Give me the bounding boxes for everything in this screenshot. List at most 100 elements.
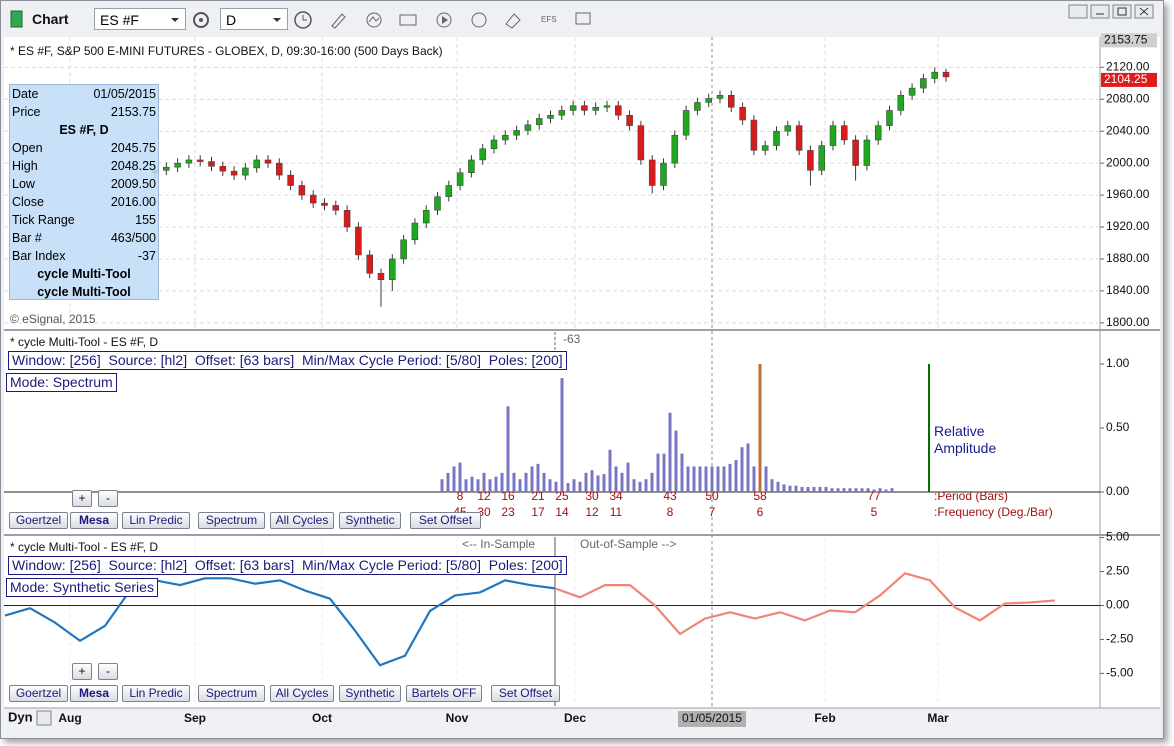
data-label: Bar # bbox=[12, 231, 42, 245]
toolbar-button[interactable]: Set Offset bbox=[410, 512, 481, 529]
data-label: Open bbox=[12, 141, 43, 155]
candle-body bbox=[931, 71, 938, 79]
settings-icon[interactable] bbox=[190, 9, 212, 31]
bar bbox=[770, 479, 774, 493]
bar bbox=[704, 466, 708, 493]
tag-icon[interactable] bbox=[505, 13, 521, 29]
candle-body bbox=[276, 162, 283, 176]
candle-body bbox=[479, 148, 486, 161]
toolbar-button[interactable]: Spectrum bbox=[198, 512, 265, 529]
bar bbox=[854, 488, 858, 493]
candle-body bbox=[309, 194, 317, 204]
bar bbox=[470, 476, 474, 493]
candle-body bbox=[660, 162, 667, 186]
bar bbox=[872, 489, 876, 493]
bar bbox=[512, 472, 516, 493]
candle-body bbox=[942, 71, 950, 78]
candle-body bbox=[750, 119, 758, 151]
bar bbox=[518, 479, 522, 493]
zoom-button[interactable]: + bbox=[72, 663, 92, 680]
toolbar-button[interactable]: All Cycles bbox=[270, 512, 334, 529]
data-label: Low bbox=[12, 177, 35, 191]
bar bbox=[524, 472, 528, 493]
window-title: Chart bbox=[32, 11, 69, 27]
toolbar-icons bbox=[294, 11, 591, 29]
toolbar-button[interactable]: Goertzel bbox=[9, 512, 68, 529]
candle-body bbox=[400, 239, 407, 260]
data-label: cycle Multi-Tool bbox=[37, 285, 131, 299]
toolbar-button[interactable]: Mesa bbox=[70, 685, 118, 702]
y-tick-label: 1.00 bbox=[1106, 356, 1130, 370]
candle-body bbox=[682, 110, 690, 136]
data-value: 155 bbox=[135, 213, 156, 227]
toolbar-button[interactable]: Lin Predic bbox=[122, 512, 190, 529]
y-tick-label: -2.50 bbox=[1106, 632, 1134, 646]
clock-icon[interactable] bbox=[294, 11, 312, 29]
toolbar-button[interactable]: Synthetic bbox=[339, 685, 401, 702]
candle-body bbox=[411, 222, 419, 241]
candle-body bbox=[298, 185, 306, 196]
price-marker bbox=[1101, 72, 1157, 87]
toolbar-button[interactable]: Set Offset bbox=[491, 685, 560, 702]
toolbar-button[interactable]: Spectrum bbox=[198, 685, 265, 702]
data-row: High 2048.25 bbox=[10, 157, 158, 175]
play-icon[interactable] bbox=[436, 12, 452, 28]
bar bbox=[638, 481, 642, 493]
candle-body bbox=[332, 205, 340, 211]
bar bbox=[578, 481, 582, 493]
bar bbox=[560, 378, 564, 493]
candle-body bbox=[558, 110, 566, 116]
toolbar-button[interactable]: Lin Predic bbox=[122, 685, 190, 702]
candle-body bbox=[502, 134, 509, 141]
candle-body bbox=[434, 196, 441, 211]
study-icon[interactable] bbox=[366, 12, 382, 28]
y-tick-label: -5.00 bbox=[1106, 666, 1134, 680]
bar bbox=[464, 479, 468, 493]
draw-icon[interactable] bbox=[331, 13, 346, 29]
x-tick-label: Dec bbox=[564, 711, 586, 725]
lock-icon[interactable] bbox=[36, 710, 52, 726]
zoom-button[interactable]: + bbox=[72, 490, 92, 507]
data-value: -37 bbox=[137, 249, 156, 263]
data-label: Bar Index bbox=[12, 249, 66, 263]
frequency-label: 8 bbox=[667, 505, 674, 519]
zoom-button[interactable]: - bbox=[98, 490, 118, 507]
alert-icon[interactable] bbox=[471, 12, 487, 28]
toolbar-button[interactable]: All Cycles bbox=[270, 685, 334, 702]
period-label: 16 bbox=[501, 489, 515, 503]
candle-body bbox=[343, 209, 351, 228]
candle-body bbox=[490, 139, 498, 150]
bar bbox=[650, 472, 654, 493]
bar bbox=[488, 479, 492, 493]
bar bbox=[842, 488, 846, 493]
toolbar-button[interactable]: Mesa bbox=[70, 512, 118, 529]
bar bbox=[776, 481, 780, 493]
efs-icon[interactable]: EFS bbox=[541, 15, 557, 24]
note-icon[interactable] bbox=[575, 12, 591, 25]
candle-body bbox=[389, 258, 396, 280]
toolbar-button[interactable]: Goertzel bbox=[9, 685, 68, 702]
x-tick-label: Mar bbox=[927, 711, 949, 725]
zoom-button[interactable]: - bbox=[98, 663, 118, 680]
y-tick-label: 2000.00 bbox=[1106, 155, 1150, 169]
bar bbox=[824, 486, 828, 493]
data-label: ES #F, D bbox=[59, 123, 109, 137]
bar bbox=[866, 488, 870, 493]
y-tick-label: 1920.00 bbox=[1106, 219, 1150, 233]
restore-button[interactable] bbox=[1068, 4, 1088, 19]
data-label: Tick Range bbox=[12, 213, 75, 227]
frequency-label: 5 bbox=[871, 505, 878, 519]
bar bbox=[680, 453, 684, 493]
symbol-box[interactable]: ES #F bbox=[94, 8, 186, 30]
candle-body bbox=[535, 118, 543, 126]
candle-body bbox=[615, 105, 622, 116]
interval-box[interactable]: D bbox=[220, 8, 288, 30]
get-icon[interactable] bbox=[399, 14, 417, 26]
toolbar-button[interactable]: Bartels OFF bbox=[406, 685, 482, 702]
period-label: 43 bbox=[663, 489, 677, 503]
toolbar-button[interactable]: Synthetic bbox=[339, 512, 401, 529]
minimize-button[interactable] bbox=[1090, 4, 1110, 19]
candle-body bbox=[377, 273, 385, 280]
candle-body bbox=[253, 159, 260, 169]
period-label: 21 bbox=[531, 489, 545, 503]
